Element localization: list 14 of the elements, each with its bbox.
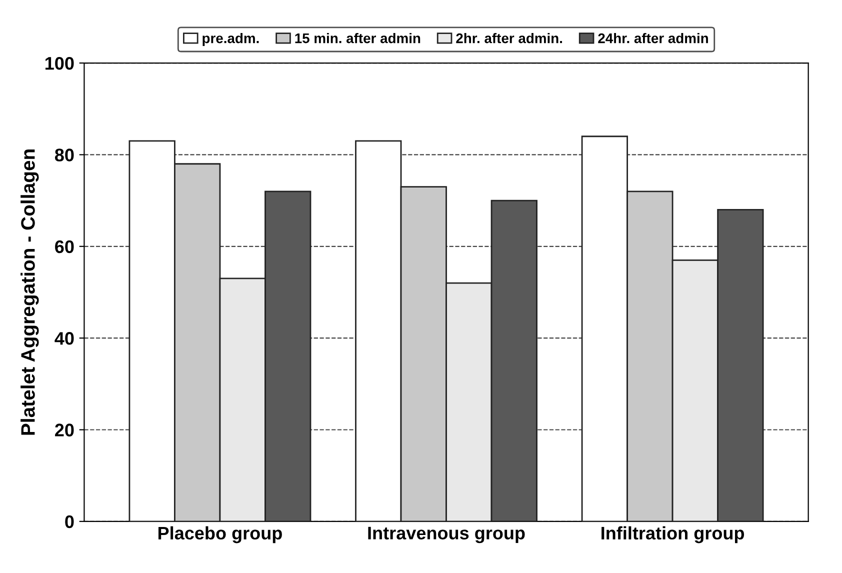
legend-label: 15 min. after admin [295, 33, 420, 44]
y-tick-label: 20 [55, 424, 74, 436]
y-axis-title: Platelet Aggregation - Collagen [20, 150, 39, 435]
y-tick-label: 40 [54, 332, 74, 345]
y-tick-label: 0 [65, 515, 74, 528]
legend-label: 24hr. after admin [598, 33, 708, 44]
x-tick-label: Infiltration group [602, 526, 744, 544]
legend-label: 2hr. after admin. [456, 33, 562, 44]
y-tick-label: 80 [54, 148, 74, 162]
x-tick-label: Intravenous group [368, 526, 525, 544]
x-tick-label: Placebo group [158, 526, 282, 544]
legend-label: pre.adm. [202, 33, 259, 46]
y-tick-label: 100 [45, 56, 74, 70]
y-tick-label: 60 [55, 240, 74, 254]
